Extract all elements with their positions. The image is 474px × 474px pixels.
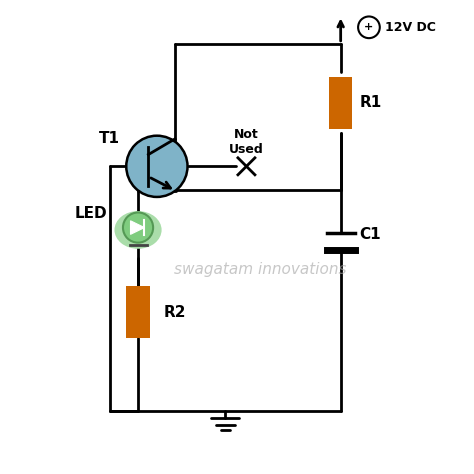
Polygon shape <box>130 221 145 234</box>
Text: +: + <box>365 22 374 32</box>
Ellipse shape <box>115 211 162 249</box>
FancyBboxPatch shape <box>126 286 150 338</box>
Text: R2: R2 <box>164 305 186 320</box>
Text: R1: R1 <box>359 95 382 110</box>
Text: swagatam innovations: swagatam innovations <box>174 263 347 277</box>
Circle shape <box>126 136 188 197</box>
Text: C1: C1 <box>359 227 381 242</box>
Circle shape <box>123 212 153 243</box>
Text: Not
Used: Not Used <box>229 128 264 156</box>
Text: 12V DC: 12V DC <box>385 21 436 34</box>
Text: T1: T1 <box>99 131 120 146</box>
FancyBboxPatch shape <box>329 77 353 128</box>
Text: LED: LED <box>75 206 108 221</box>
